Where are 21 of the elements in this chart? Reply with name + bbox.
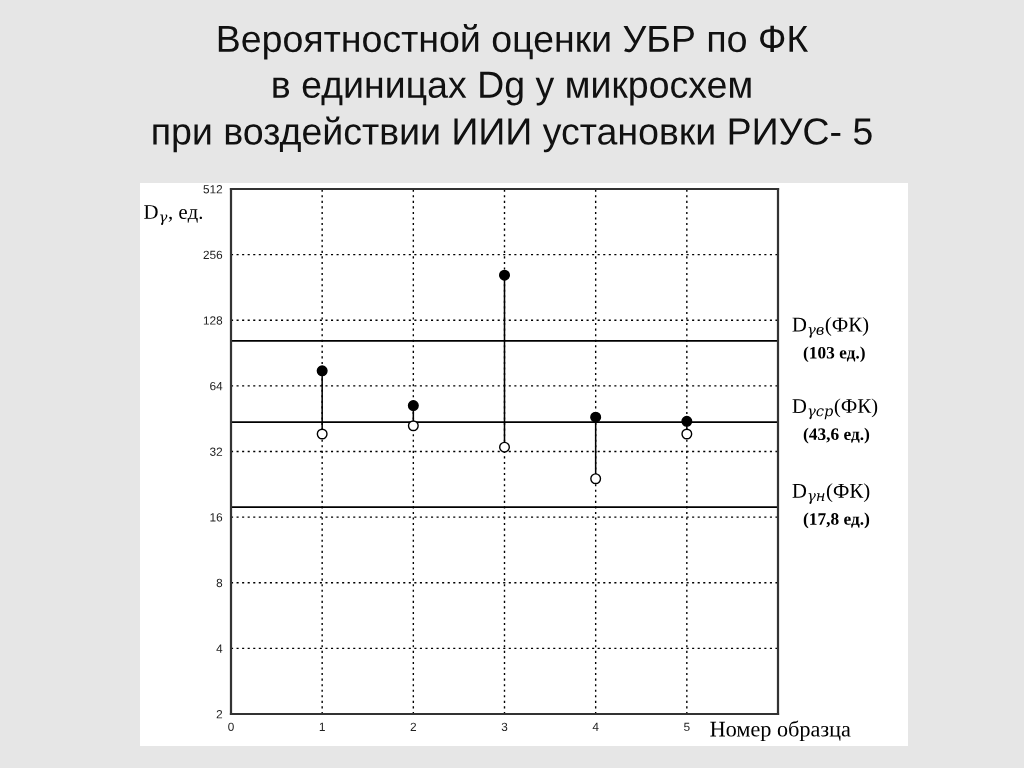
y-tick-label: 128	[203, 316, 223, 325]
x-tick-label: 5	[684, 722, 690, 731]
x-tick-label: 2	[410, 722, 417, 731]
y-tick-label: 2	[216, 710, 223, 719]
y-tick-label: 64	[210, 381, 223, 391]
y-axis-title: D$_{γ}$, ед.	[144, 205, 203, 226]
y-tick-label: 32	[209, 447, 223, 456]
y-tick-label: 8	[216, 578, 223, 588]
y-tick-label: 16	[210, 513, 223, 522]
ref-line-label: D$_{γв}$(ФК) (103 ед.)	[792, 317, 869, 363]
x-tick-label: 1	[319, 722, 325, 731]
x-tick-label: 4	[592, 722, 599, 731]
x-tick-label: 3	[501, 722, 508, 731]
ref-line-label: D$_{γср}$(ФК) (43,6 ед.)	[792, 398, 878, 444]
ref-line-label: D$_{γн}$(ФК) (17,8 ед.)	[792, 483, 870, 529]
y-tick-label: 256	[203, 250, 223, 260]
y-tick-label: 4	[216, 644, 223, 653]
chart-title: Вероятностной оценки УБР по ФК в единицах Dg у микросхем при воздействии ИИИ установки РИУС- 5	[153, 24, 872, 153]
x-axis-title: Номер образца	[710, 720, 851, 742]
y-tick-label: 512	[203, 185, 223, 194]
x-tick-label: 0	[228, 722, 234, 731]
